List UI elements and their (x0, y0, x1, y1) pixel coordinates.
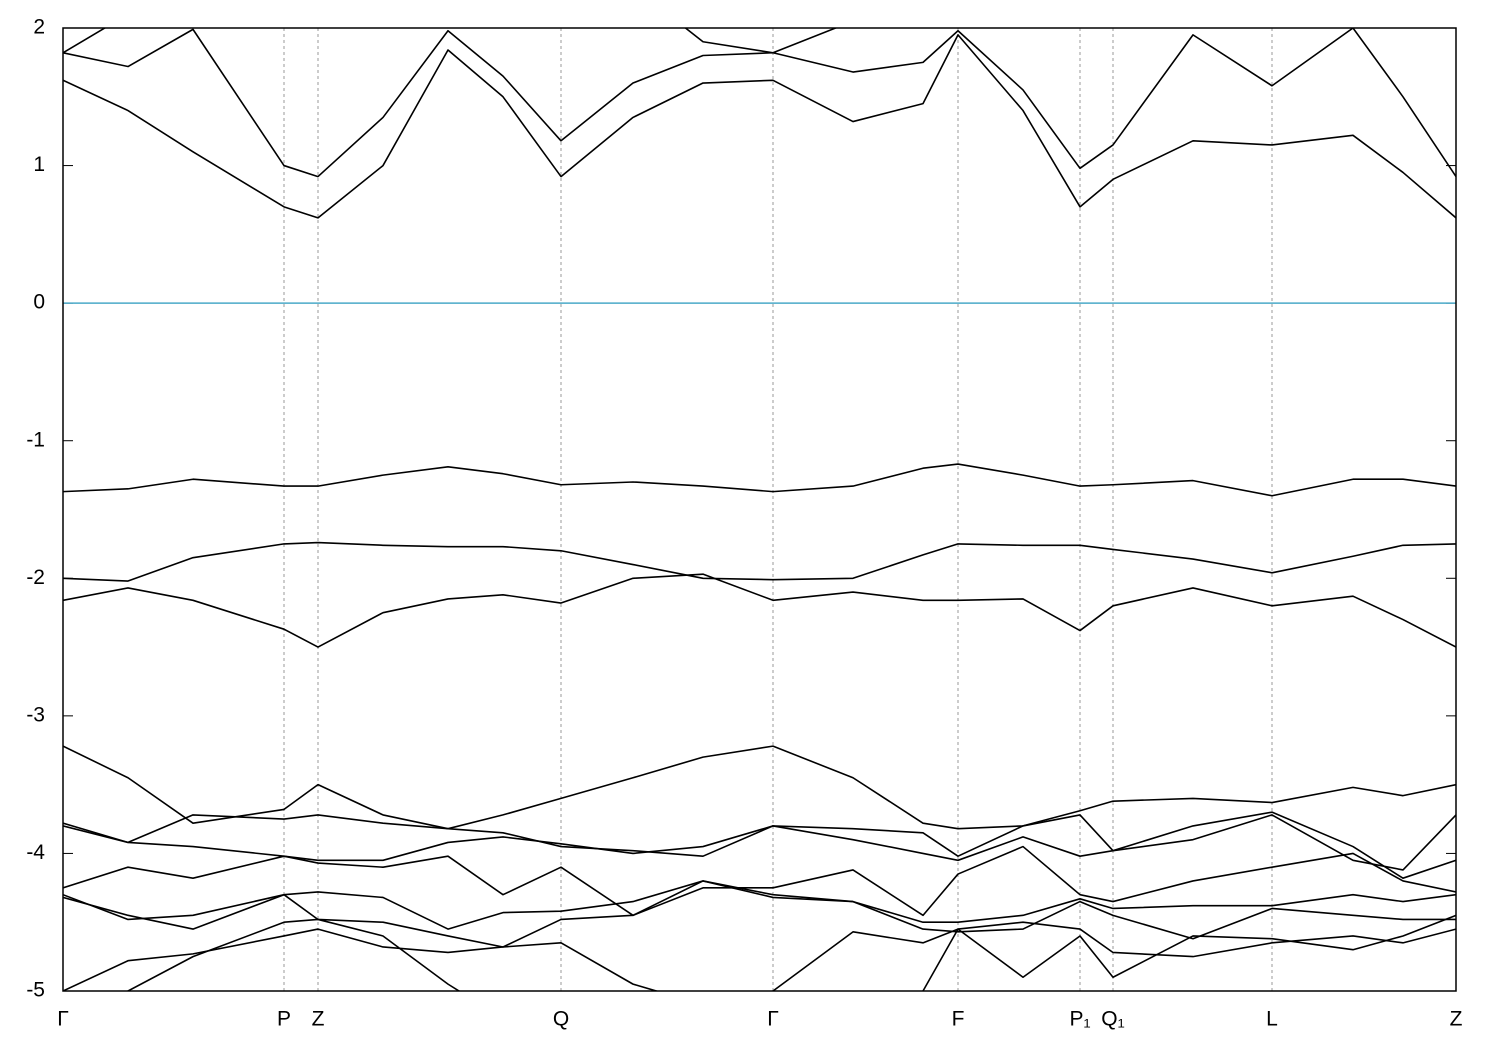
band-line (63, 845, 1456, 917)
x-tick-label: Z (1450, 1008, 1463, 1031)
band-line (63, 34, 1456, 219)
x-tick-label: P (277, 1008, 291, 1031)
y-tick-label: 2 (33, 16, 45, 39)
x-tick-label: P₁ (1069, 1008, 1090, 1031)
y-tick-label: -5 (26, 979, 45, 1002)
band-line (63, 880, 1456, 948)
x-tick-label: Γ (57, 1008, 69, 1031)
band-line (63, 814, 1456, 871)
band-line (125, 914, 1456, 991)
y-tick-label: -4 (26, 841, 45, 864)
x-tick-label: L (1266, 1008, 1278, 1031)
y-tick-label: -2 (26, 566, 45, 589)
grid-layer (62, 27, 1457, 992)
x-tick-label: Z (312, 1008, 325, 1031)
x-tick-label: Q (553, 1008, 569, 1031)
x-tick-label: Γ (767, 1008, 779, 1031)
band-line (63, 880, 1456, 930)
y-tick-label: -1 (26, 428, 45, 451)
plot-area (63, 28, 1456, 991)
band-line (63, 573, 1456, 648)
y-tick-label: 1 (33, 153, 45, 176)
x-tick-label: Q₁ (1101, 1008, 1124, 1031)
y-tick-label: 0 (33, 291, 45, 314)
band-line (63, 745, 1456, 830)
band-line (63, 28, 838, 54)
band-line (63, 463, 1456, 497)
plot-frame (62, 27, 1457, 992)
y-tick-label: -3 (26, 703, 45, 726)
band-line (63, 541, 1456, 582)
band-line (63, 921, 1456, 991)
x-tick-label: F (952, 1008, 965, 1031)
